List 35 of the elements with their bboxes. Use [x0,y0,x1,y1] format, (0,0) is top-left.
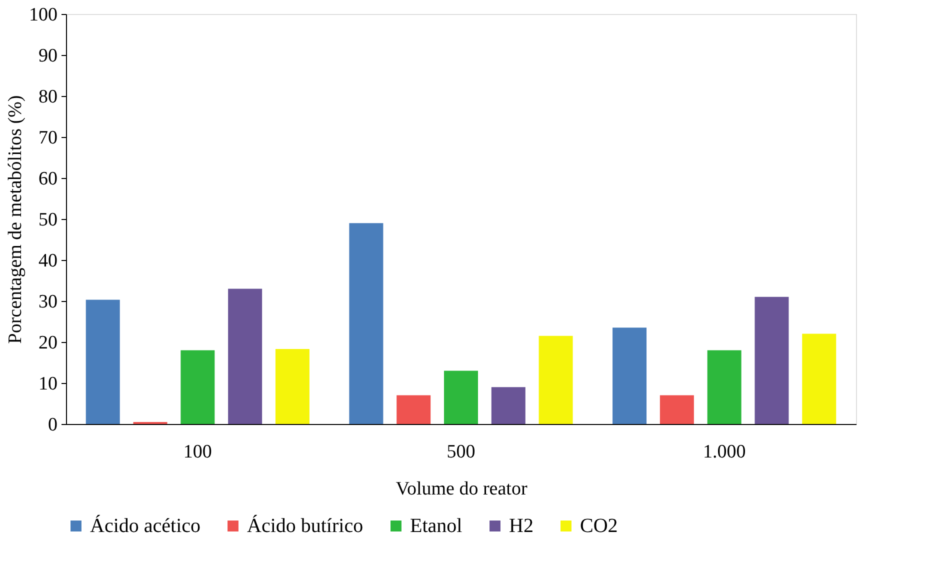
bar [491,387,526,424]
y-tick-label: 60 [38,168,58,190]
x-axis-title: Volume do reator [396,478,528,500]
bar [275,348,310,424]
bar [754,296,789,424]
bar [349,223,384,424]
legend-label: CO2 [580,515,618,537]
legend-label: Etanol [410,515,463,537]
bar [612,328,647,424]
bar [86,300,120,424]
y-tick-label: 80 [38,86,58,108]
x-tick-label: 1.000 [702,442,746,462]
x-tick-label: 100 [183,442,212,462]
y-axis-title: Porcentagem de metabólitos (%) [5,95,26,344]
bar [707,350,742,424]
bar [802,334,836,424]
y-tick-label: 30 [38,292,58,312]
x-tick-label: 500 [446,442,476,462]
y-tick-label: 50 [38,210,58,230]
bar [228,288,262,424]
y-tick-label: 90 [38,46,58,66]
y-tick-label: 0 [48,414,58,436]
legend-label: H2 [509,515,534,537]
y-tick-label: 40 [38,250,58,272]
bar [396,395,431,424]
y-tick-label: 20 [38,332,58,354]
legend-label: Ácido butírico [247,514,364,537]
bar [538,336,573,424]
y-tick-label: 70 [38,128,58,148]
bar [660,395,694,424]
legend-label: Ácido acético [90,514,200,537]
bar [444,370,478,424]
bar [180,350,215,424]
y-tick-label: 10 [38,374,58,394]
y-tick-label: 100 [29,4,58,26]
